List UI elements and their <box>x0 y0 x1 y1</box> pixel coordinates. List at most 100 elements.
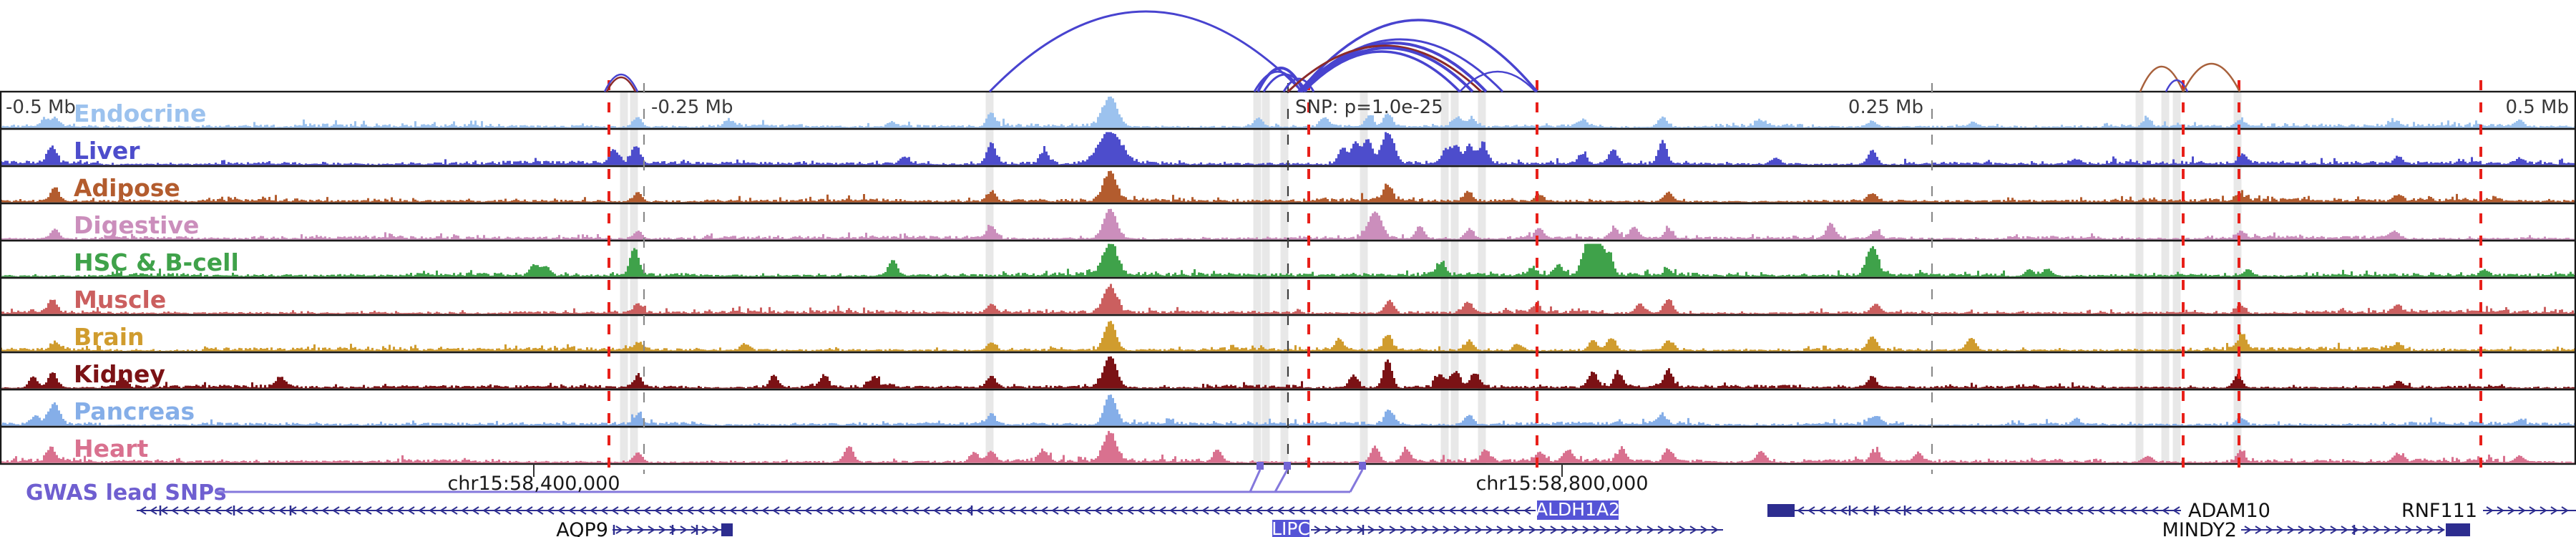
gene-chevron <box>2308 526 2316 534</box>
gene-chevron <box>429 506 436 515</box>
gene-chevron <box>2561 506 2569 515</box>
gene-chevron <box>740 506 748 515</box>
gene-chevron <box>1947 506 1955 515</box>
gene-chevron <box>590 506 597 515</box>
gene-chevron <box>321 506 329 515</box>
gene-chevron <box>1019 506 1027 515</box>
gene-chevron <box>311 506 318 515</box>
track-label: Liver <box>74 137 140 165</box>
signal-area <box>0 96 2576 128</box>
gene-chevron <box>1657 526 1665 534</box>
gene-chevron <box>712 526 720 534</box>
gene-chevron <box>2287 526 2295 534</box>
interaction-arc <box>1262 73 1308 92</box>
gene-chevron <box>418 506 426 515</box>
signal-area <box>0 321 2576 352</box>
gene-chevron <box>139 506 147 515</box>
gene-chevron <box>1893 506 1901 515</box>
interaction-arc <box>1287 44 1483 93</box>
gene-chevron <box>2394 526 2402 534</box>
gene: MINDY2 <box>2162 519 2470 537</box>
gene-chevron <box>1513 506 1521 515</box>
gene-chevron <box>869 506 877 515</box>
gene-chevron <box>1840 506 1848 515</box>
gene-chevron <box>482 506 490 515</box>
gene-chevron <box>976 506 984 515</box>
gene-chevron <box>794 506 801 515</box>
gene-chevron <box>2507 506 2515 515</box>
gene-chevron <box>2119 506 2127 515</box>
gene-chevron <box>708 506 716 515</box>
gene-chevron <box>879 506 887 515</box>
gene-chevron <box>987 506 995 515</box>
gene-chevron <box>1926 506 1933 515</box>
gene-chevron <box>343 506 351 515</box>
signal-area <box>0 430 2576 463</box>
gene-chevron <box>257 506 265 515</box>
gene-chevron <box>1223 506 1231 515</box>
gene-chevron <box>1191 506 1199 515</box>
gene-chevron <box>1416 506 1424 515</box>
gene-chevron <box>1711 526 1719 534</box>
gene-chevron <box>1201 506 1209 515</box>
gene-exon-box <box>721 523 733 536</box>
gene-chevron <box>2162 506 2170 515</box>
gene-chevron <box>858 506 866 515</box>
gene-chevron <box>1309 506 1317 515</box>
snp-marker-connector <box>1349 469 1364 493</box>
gene-chevron <box>1507 526 1515 534</box>
scale-label: 0.25 Mb <box>1848 97 1923 118</box>
gene: AQP9 <box>556 519 733 537</box>
gene-chevron <box>1459 506 1467 515</box>
scale-label: -0.25 Mb <box>651 97 733 118</box>
gene: ALDH1A2 <box>137 499 1620 520</box>
gene-chevron <box>278 506 286 515</box>
gene-chevron <box>235 506 243 515</box>
gene-chevron <box>933 506 941 515</box>
gene-chevron <box>1700 526 1708 534</box>
gene-chevron <box>1818 506 1826 515</box>
gwas-lead-snps-label: GWAS lead SNPs <box>26 480 226 505</box>
track-label: Digestive <box>74 211 199 239</box>
gene-chevron <box>2529 506 2537 515</box>
gene-chevron <box>2426 526 2434 534</box>
gene-chevron <box>225 506 233 515</box>
gene-chevron <box>407 506 415 515</box>
gene-chevron <box>1389 526 1397 534</box>
gene-chevron <box>2087 506 2094 515</box>
gene-chevron <box>150 506 157 515</box>
gene-chevron <box>214 506 222 515</box>
gene-chevron <box>1883 506 1890 515</box>
coordinate-label: chr15:58,400,000 <box>447 473 620 495</box>
gene-chevron <box>729 506 737 515</box>
gene-chevron <box>1480 506 1488 515</box>
gene-chevron <box>1330 506 1338 515</box>
gene-chevron <box>1346 526 1354 534</box>
gene-chevron <box>622 506 630 515</box>
interaction-arc <box>2139 65 2185 92</box>
track-label: Adipose <box>74 174 180 202</box>
gene-chevron <box>2384 526 2391 534</box>
coordinate-label: chr15:58,800,000 <box>1475 473 1648 495</box>
gene-chevron <box>2011 506 2019 515</box>
gene-chevron <box>1561 526 1568 534</box>
gene-chevron <box>1475 526 1483 534</box>
interaction-arc <box>605 76 637 92</box>
gene-chevron <box>2076 506 2084 515</box>
gene-chevron <box>2362 526 2370 534</box>
gene-chevron <box>890 506 898 515</box>
gene-chevron <box>1373 506 1381 515</box>
gene-label: LIPC <box>1272 518 1310 537</box>
gene-chevron <box>514 506 522 515</box>
gene-chevron <box>1148 506 1156 515</box>
gene-chevron <box>268 506 275 515</box>
snp-marker <box>1359 462 1366 470</box>
track-label: Heart <box>74 435 149 463</box>
gene-chevron <box>1453 526 1461 534</box>
interaction-arc <box>603 73 639 92</box>
gene-chevron <box>1051 506 1059 515</box>
gene-chevron <box>1158 506 1166 515</box>
gene-chevron <box>2244 526 2252 534</box>
snp-marker <box>1257 462 1264 470</box>
